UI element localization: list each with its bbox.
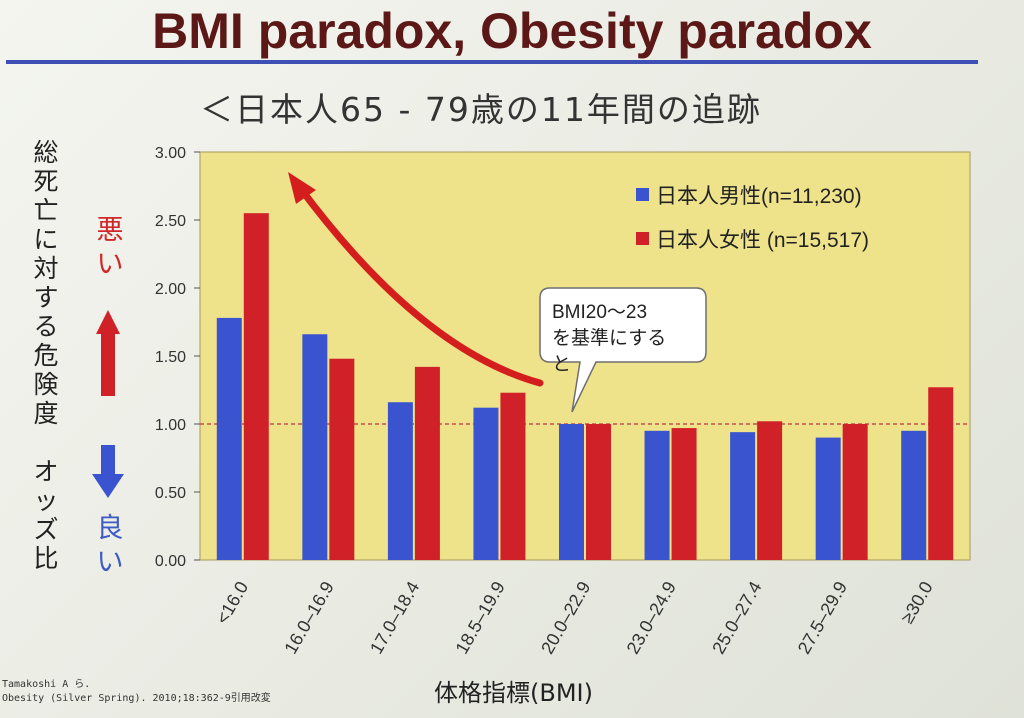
- bar-male: [387, 402, 413, 560]
- bar-female: [329, 358, 355, 560]
- y-axis-label-char: ズ: [33, 515, 59, 544]
- bar-male: [302, 334, 328, 560]
- y-axis-label: 総死亡に対する危険度 オッズ比: [26, 138, 66, 573]
- bar-female: [928, 387, 954, 560]
- y-axis-label-char: 総: [33, 138, 59, 167]
- citation-line: Obesity (Silver Spring). 2010;18:362-9引用…: [2, 693, 271, 704]
- y-tick-label: 0.00: [155, 553, 186, 570]
- y-axis-label-char: 険: [33, 370, 59, 399]
- citation: Tamakoshi A ら. Obesity (Silver Spring). …: [2, 678, 271, 706]
- legend-swatch-male: [636, 188, 649, 201]
- x-tick-label: 16.0–16.9: [280, 578, 337, 657]
- y-axis-label-char: 亡: [33, 196, 59, 225]
- bar-male: [815, 437, 841, 560]
- trend-arrow-shaft: [294, 181, 544, 387]
- legend-label: 日本人女性 (n=15,517): [656, 229, 869, 252]
- bar-male: [730, 432, 756, 560]
- y-axis-label-char: オ: [33, 457, 59, 486]
- y-tick-label: 0.50: [155, 485, 186, 502]
- bar-female: [757, 421, 783, 560]
- y-axis-label-char: 対: [33, 254, 59, 283]
- worse-label-char: い: [96, 249, 124, 280]
- x-tick-label: 20.0–22.9: [537, 578, 594, 657]
- y-axis-label-char: に: [33, 225, 59, 254]
- bar-female: [414, 366, 440, 560]
- bar-female: [671, 428, 697, 560]
- callout-bubble: [539, 287, 707, 413]
- bar-male: [559, 424, 584, 560]
- y-tick-label: 1.50: [155, 349, 186, 366]
- x-tick-label: 23.0–24.9: [623, 578, 680, 657]
- x-tick-label: 17.0–18.4: [366, 578, 423, 657]
- y-axis-label-char: る: [33, 312, 59, 341]
- down-arrow-icon: [92, 445, 124, 498]
- y-axis-label-char: す: [33, 283, 59, 312]
- y-tick-label: 2.50: [155, 213, 186, 230]
- title-underline: [6, 60, 978, 64]
- callout-text: と: [552, 354, 571, 375]
- x-tick-label: 18.5–19.9: [452, 578, 509, 657]
- callout-text: BMI20～23: [552, 302, 647, 323]
- y-tick-label: 2.00: [155, 281, 186, 298]
- y-axis-label-char: ッ: [33, 486, 59, 515]
- worse-label: 悪い: [94, 214, 126, 282]
- y-tick-label: 1.00: [155, 417, 186, 434]
- x-tick-label: 25.0–27.4: [708, 578, 765, 657]
- bar-male: [216, 317, 242, 560]
- callout-text: を基準にする: [552, 327, 666, 349]
- better-label: 良い: [94, 512, 126, 580]
- better-label-char: い: [96, 547, 124, 578]
- slide-subtitle: ＜日本人65 - 79歳の11年間の追跡: [200, 90, 762, 129]
- y-axis-label-char: 危: [33, 341, 59, 370]
- slide-title: BMI paradox, Obesity paradox: [152, 3, 872, 59]
- citation-line: Tamakoshi A ら.: [2, 679, 91, 690]
- x-tick-label: ≥30.0: [897, 578, 937, 627]
- x-tick-label: <16.0: [212, 578, 252, 627]
- y-tick-label: 3.00: [155, 145, 186, 162]
- trend-arrow-head-icon: [288, 172, 316, 204]
- bar-female: [586, 424, 611, 560]
- bar-female: [500, 392, 526, 560]
- bar-female: [243, 213, 269, 560]
- y-axis-label-char: 死: [33, 167, 59, 196]
- bar-female: [842, 424, 868, 560]
- y-axis-label-char: 度: [33, 399, 59, 428]
- legend-label: 日本人男性(n=11,230): [656, 185, 862, 208]
- better-label-char: 良: [96, 513, 124, 544]
- x-tick-label: 27.5–29.9: [794, 578, 851, 657]
- bar-male: [644, 430, 670, 560]
- worse-label-char: 悪: [96, 215, 124, 246]
- bar-male: [901, 430, 927, 560]
- x-axis-title: 体格指標(BMI): [434, 679, 593, 707]
- bar-male: [473, 407, 499, 560]
- y-axis-label-char: 比: [33, 544, 59, 573]
- legend-swatch-female: [636, 232, 649, 245]
- up-arrow-icon: [96, 310, 120, 396]
